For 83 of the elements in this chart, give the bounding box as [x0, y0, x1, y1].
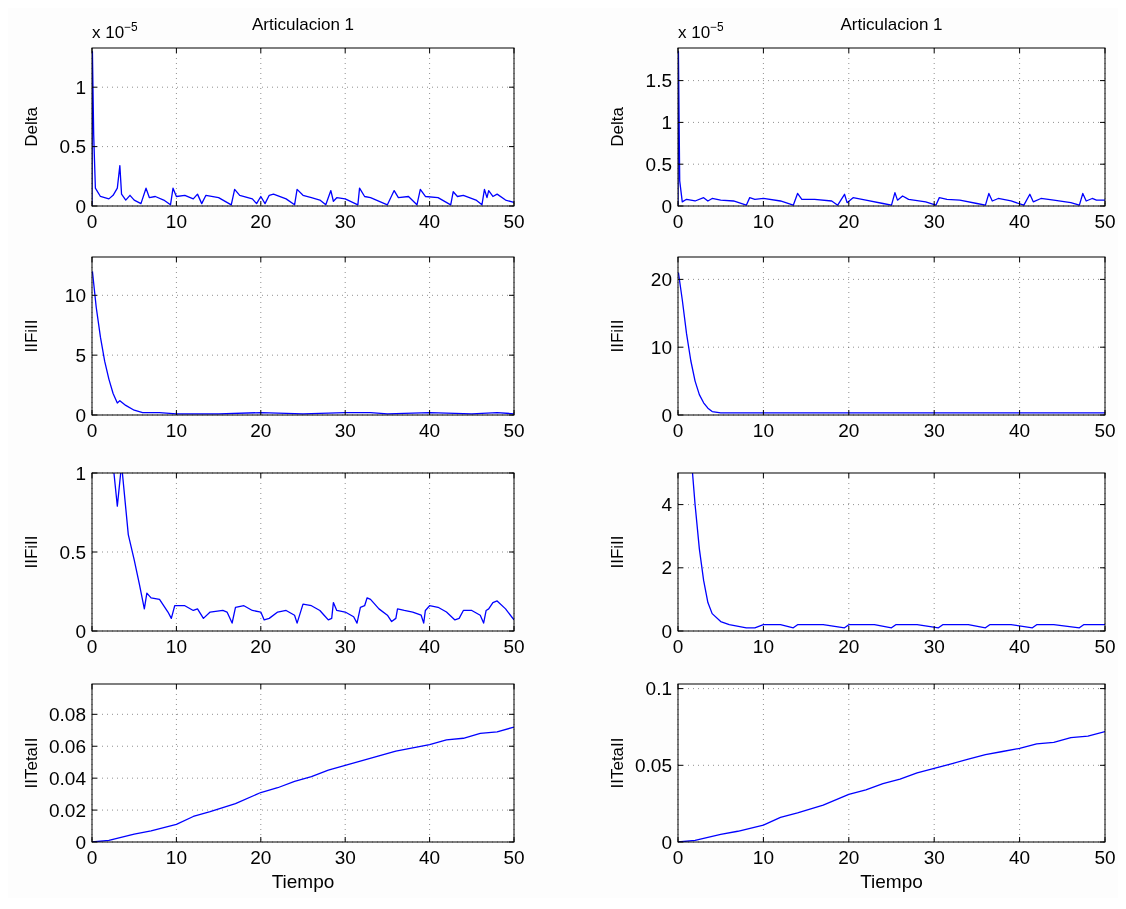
- x-tick-label: 30: [923, 847, 945, 868]
- x-tick-label: 10: [165, 211, 187, 232]
- y-axis-title: IITetaII: [608, 737, 627, 789]
- x-tick-label: 30: [334, 420, 356, 441]
- x-tick-label: 40: [1009, 211, 1031, 232]
- x-tick-label: 20: [250, 420, 272, 441]
- y-tick-label: 0.05: [635, 754, 672, 776]
- x-tick-label: 50: [503, 211, 525, 232]
- x-tick-label: 50: [503, 636, 525, 657]
- y-tick-label: 0.5: [59, 136, 86, 158]
- x-tick-label: 10: [165, 847, 187, 868]
- x-tick-label: 20: [250, 636, 272, 657]
- x-tick-label: 50: [1094, 420, 1116, 441]
- x-tick-label: 50: [503, 847, 525, 868]
- y-tick-label: 0.5: [645, 153, 672, 175]
- y-tick-label: 20: [650, 269, 672, 291]
- x-tick-label: 10: [752, 420, 774, 441]
- x-tick-label: 40: [419, 420, 441, 441]
- x-tick-label: 10: [165, 636, 187, 657]
- y-tick-label: 1: [661, 112, 672, 134]
- y-tick-label: 0: [661, 831, 672, 853]
- x-tick-label: 30: [923, 636, 945, 657]
- x-tick-label: 40: [1009, 847, 1031, 868]
- y-tick-label: 0.08: [49, 703, 86, 725]
- x-tick-label: 30: [923, 420, 945, 441]
- y-tick-label: 0.02: [49, 799, 86, 821]
- x-tick-label: 10: [752, 211, 774, 232]
- y-tick-label: 0.1: [645, 678, 672, 700]
- x-tick-label: 30: [334, 211, 356, 232]
- x-tick-label: 50: [1094, 211, 1116, 232]
- x-tick-label: 40: [1009, 636, 1031, 657]
- text: x 10$^{−5}$: [678, 20, 725, 42]
- y-tick-label: 0: [661, 620, 672, 642]
- y-tick-label: 1: [75, 462, 86, 484]
- y-tick-label: 10: [64, 284, 86, 306]
- y-tick-label: 0: [75, 195, 86, 217]
- y-axis-title: IITetaII: [22, 737, 41, 789]
- x-axis-title: Tiempo: [860, 871, 923, 892]
- y-tick-label: 0: [75, 620, 86, 642]
- line-series: [92, 50, 514, 206]
- y-tick-label: 10: [650, 336, 672, 358]
- y-tick-label: 2: [661, 557, 672, 579]
- y-tick-label: 0.06: [49, 735, 86, 757]
- x-tick-label: 30: [334, 636, 356, 657]
- y-tick-label: 1.5: [645, 70, 672, 92]
- x-tick-label: 30: [923, 211, 945, 232]
- y-tick-label: 0.5: [59, 541, 86, 563]
- y-tick-label: 1: [75, 76, 86, 98]
- y-tick-label: 0: [75, 404, 86, 426]
- x-axis-title: Tiempo: [271, 871, 335, 892]
- y-axis-title: Delta: [608, 106, 627, 147]
- y-tick-label: 0: [661, 195, 672, 217]
- y-tick-label: 0: [661, 404, 672, 426]
- x-tick-label: 20: [838, 211, 860, 232]
- x-tick-label: 40: [419, 636, 441, 657]
- x-tick-label: 50: [503, 420, 525, 441]
- x-tick-label: 50: [1094, 847, 1116, 868]
- x-tick-label: 50: [1094, 636, 1116, 657]
- chart-title: Articulacion 1: [251, 15, 355, 34]
- x-tick-label: 10: [165, 420, 187, 441]
- x-tick-label: 40: [1009, 420, 1031, 441]
- y-axis-title: IIFiII: [22, 319, 41, 353]
- y-tick-label: 0: [75, 831, 86, 853]
- x-tick-label: 10: [752, 636, 774, 657]
- y-axis-title: IIFiII: [608, 535, 627, 569]
- y-tick-label: 0.04: [49, 767, 87, 789]
- chart-title: Articulacion 1: [840, 15, 943, 34]
- x-tick-label: 40: [419, 847, 441, 868]
- y-axis-title: IIFiII: [608, 319, 627, 353]
- x-tick-label: 40: [419, 211, 441, 232]
- text: x 10$^{−5}$: [92, 20, 139, 42]
- y-tick-label: 4: [661, 494, 673, 516]
- x-tick-label: 20: [250, 211, 272, 232]
- y-axis-title: IIFiII: [22, 535, 41, 569]
- line-series: [691, 473, 1105, 629]
- x-tick-label: 20: [838, 636, 860, 657]
- x-tick-label: 30: [334, 847, 356, 868]
- x-tick-label: 20: [250, 847, 272, 868]
- x-tick-label: 10: [752, 847, 774, 868]
- x-tick-label: 20: [838, 847, 860, 868]
- x-tick-label: 20: [838, 420, 860, 441]
- y-tick-label: 5: [75, 344, 86, 366]
- y-axis-title: Delta: [22, 106, 41, 147]
